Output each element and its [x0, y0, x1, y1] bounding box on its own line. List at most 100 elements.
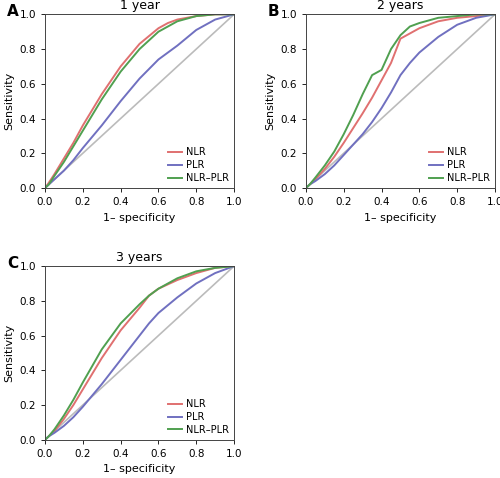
NLR: [332, 154, 338, 160]
Line: PLR: PLR: [45, 14, 234, 188]
NLR–PLR: [146, 293, 152, 298]
NLR–PLR: [369, 72, 375, 78]
NLR–PLR: [454, 13, 460, 19]
Text: C: C: [7, 256, 18, 271]
NLR–PLR: [156, 286, 162, 292]
NLR: [70, 402, 76, 408]
PLR: [212, 17, 218, 22]
NLR–PLR: [98, 347, 104, 352]
NLR: [80, 387, 86, 392]
PLR: [61, 423, 67, 429]
PLR: [303, 185, 309, 191]
PLR: [61, 168, 67, 174]
NLR: [303, 185, 309, 191]
Line: NLR: NLR: [306, 14, 495, 188]
NLR–PLR: [118, 69, 124, 75]
Text: A: A: [7, 4, 19, 19]
NLR–PLR: [332, 149, 338, 154]
Text: B: B: [268, 4, 280, 19]
PLR: [312, 178, 318, 184]
Line: NLR–PLR: NLR–PLR: [306, 14, 495, 188]
PLR: [378, 105, 384, 111]
PLR: [369, 119, 375, 125]
NLR–PLR: [61, 413, 67, 418]
NLR–PLR: [46, 182, 52, 187]
PLR: [306, 182, 312, 187]
PLR: [340, 152, 346, 158]
PLR: [231, 11, 237, 17]
NLR: [136, 305, 142, 311]
Line: PLR: PLR: [306, 14, 495, 188]
Title: 3 years: 3 years: [116, 250, 162, 263]
PLR: [42, 185, 48, 191]
NLR–PLR: [174, 275, 180, 281]
PLR: [46, 182, 52, 187]
PLR: [454, 22, 460, 28]
NLR: [231, 11, 237, 17]
NLR–PLR: [212, 11, 218, 17]
Line: NLR–PLR: NLR–PLR: [45, 14, 234, 188]
NLR–PLR: [194, 13, 200, 19]
NLR: [360, 110, 366, 116]
Y-axis label: Sensitivity: Sensitivity: [265, 72, 275, 130]
PLR: [231, 263, 237, 269]
NLR: [340, 140, 346, 146]
PLR: [136, 333, 142, 338]
PLR: [473, 15, 479, 21]
PLR: [70, 414, 76, 420]
NLR: [156, 286, 162, 292]
PLR: [156, 56, 162, 62]
Title: 1 year: 1 year: [120, 0, 160, 12]
NLR–PLR: [492, 11, 498, 17]
NLR–PLR: [360, 91, 366, 97]
NLR: [473, 13, 479, 19]
NLR–PLR: [61, 159, 67, 165]
NLR: [46, 180, 52, 185]
NLR–PLR: [407, 23, 413, 29]
NLR–PLR: [52, 173, 58, 179]
X-axis label: 1– specificity: 1– specificity: [104, 213, 176, 223]
NLR: [369, 95, 375, 100]
NLR–PLR: [398, 33, 404, 38]
Legend: NLR, PLR, NLR–PLR: NLR, PLR, NLR–PLR: [168, 147, 229, 183]
NLR–PLR: [156, 29, 162, 34]
Y-axis label: Sensitivity: Sensitivity: [4, 324, 14, 382]
NLR–PLR: [174, 19, 180, 24]
NLR: [98, 91, 104, 97]
X-axis label: 1– specificity: 1– specificity: [104, 464, 176, 474]
NLR: [146, 293, 152, 298]
NLR: [70, 140, 76, 146]
NLR: [61, 416, 67, 422]
PLR: [360, 131, 366, 137]
NLR–PLR: [388, 46, 394, 52]
NLR: [492, 11, 498, 17]
NLR: [174, 17, 180, 22]
NLR–PLR: [416, 20, 422, 26]
NLR–PLR: [231, 263, 237, 269]
NLR: [118, 64, 124, 69]
PLR: [388, 89, 394, 95]
NLR–PLR: [42, 437, 48, 443]
X-axis label: 1– specificity: 1– specificity: [364, 213, 436, 223]
PLR: [52, 430, 58, 435]
NLR–PLR: [212, 265, 218, 271]
NLR–PLR: [98, 97, 104, 102]
NLR: [212, 11, 218, 17]
PLR: [174, 43, 180, 48]
PLR: [398, 72, 404, 78]
PLR: [436, 34, 442, 40]
NLR: [454, 15, 460, 21]
NLR–PLR: [436, 15, 442, 21]
NLR: [322, 166, 328, 172]
NLR–PLR: [303, 185, 309, 191]
NLR: [436, 19, 442, 24]
NLR: [98, 355, 104, 361]
NLR: [416, 25, 422, 31]
NLR: [174, 277, 180, 283]
NLR–PLR: [136, 46, 142, 52]
NLR: [42, 185, 48, 191]
NLR–PLR: [322, 163, 328, 168]
NLR–PLR: [42, 185, 48, 191]
Legend: NLR, PLR, NLR–PLR: NLR, PLR, NLR–PLR: [168, 399, 229, 435]
NLR: [165, 20, 171, 26]
